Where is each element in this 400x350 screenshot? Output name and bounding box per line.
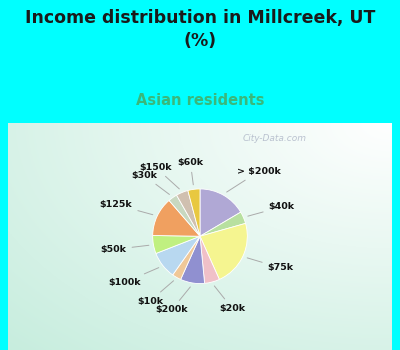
Text: Asian residents: Asian residents [136,93,264,108]
Wedge shape [156,236,200,275]
Text: City-Data.com: City-Data.com [243,134,307,143]
Wedge shape [200,189,241,236]
Text: $10k: $10k [137,281,174,306]
Wedge shape [200,212,246,236]
Wedge shape [200,223,247,279]
Wedge shape [173,236,200,279]
Text: $100k: $100k [109,268,159,287]
Text: $60k: $60k [177,158,204,185]
Text: $75k: $75k [247,258,294,272]
Text: $20k: $20k [214,286,245,313]
Text: Income distribution in Millcreek, UT
(%): Income distribution in Millcreek, UT (%) [25,9,375,50]
Wedge shape [181,236,204,284]
Wedge shape [169,195,200,236]
Wedge shape [188,189,200,236]
Text: $30k: $30k [131,171,170,195]
Text: > $200k: > $200k [227,167,281,192]
Wedge shape [176,190,200,236]
Wedge shape [153,236,200,253]
Wedge shape [200,236,219,284]
Text: $200k: $200k [155,287,190,314]
Wedge shape [153,201,200,236]
Text: $40k: $40k [248,202,295,216]
Text: $150k: $150k [139,163,179,189]
Text: $125k: $125k [100,200,153,215]
Text: $50k: $50k [100,245,149,254]
